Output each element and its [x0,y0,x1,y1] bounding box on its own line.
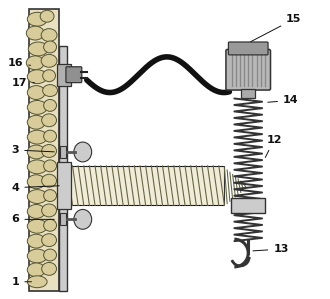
Ellipse shape [26,26,44,40]
Ellipse shape [27,234,45,248]
Ellipse shape [27,249,47,263]
Ellipse shape [44,249,56,261]
FancyBboxPatch shape [66,67,82,83]
Ellipse shape [44,160,56,172]
Ellipse shape [74,209,92,229]
Ellipse shape [42,114,56,127]
Ellipse shape [44,41,56,53]
Text: 16: 16 [8,58,30,68]
Ellipse shape [27,190,47,204]
Polygon shape [29,9,59,291]
Ellipse shape [41,29,57,42]
Ellipse shape [42,174,56,187]
FancyBboxPatch shape [226,49,271,90]
Text: 12: 12 [265,135,282,157]
Ellipse shape [27,160,47,174]
FancyBboxPatch shape [57,162,71,209]
Text: 4: 4 [12,183,59,193]
Ellipse shape [42,263,56,275]
Ellipse shape [28,42,48,56]
Ellipse shape [27,276,47,288]
FancyBboxPatch shape [241,89,255,98]
Ellipse shape [27,175,45,189]
Ellipse shape [74,142,92,162]
Ellipse shape [27,219,47,233]
FancyBboxPatch shape [231,198,265,213]
Ellipse shape [44,100,56,111]
Ellipse shape [44,219,56,231]
Text: 15: 15 [251,14,302,42]
Ellipse shape [44,130,56,142]
Ellipse shape [27,115,45,129]
Polygon shape [57,64,71,86]
Ellipse shape [42,204,56,217]
Ellipse shape [27,263,45,277]
Text: 3: 3 [12,145,54,155]
Ellipse shape [27,86,45,100]
Ellipse shape [42,234,56,247]
Text: 14: 14 [268,95,299,106]
FancyBboxPatch shape [60,213,66,225]
Text: 6: 6 [12,214,54,224]
FancyBboxPatch shape [228,42,268,55]
Text: 13: 13 [253,244,289,254]
Ellipse shape [41,54,57,67]
Polygon shape [59,46,67,291]
Ellipse shape [44,190,56,202]
Ellipse shape [26,56,44,70]
Ellipse shape [43,70,55,82]
Text: 17: 17 [12,78,34,88]
Ellipse shape [42,144,56,158]
Ellipse shape [27,130,47,144]
Ellipse shape [27,70,47,84]
Ellipse shape [40,10,54,22]
FancyBboxPatch shape [60,146,66,158]
Ellipse shape [27,145,45,159]
Polygon shape [67,166,224,205]
Ellipse shape [27,12,47,26]
Ellipse shape [27,100,47,114]
Text: 1: 1 [12,277,31,287]
Ellipse shape [27,205,45,218]
Ellipse shape [43,85,57,97]
